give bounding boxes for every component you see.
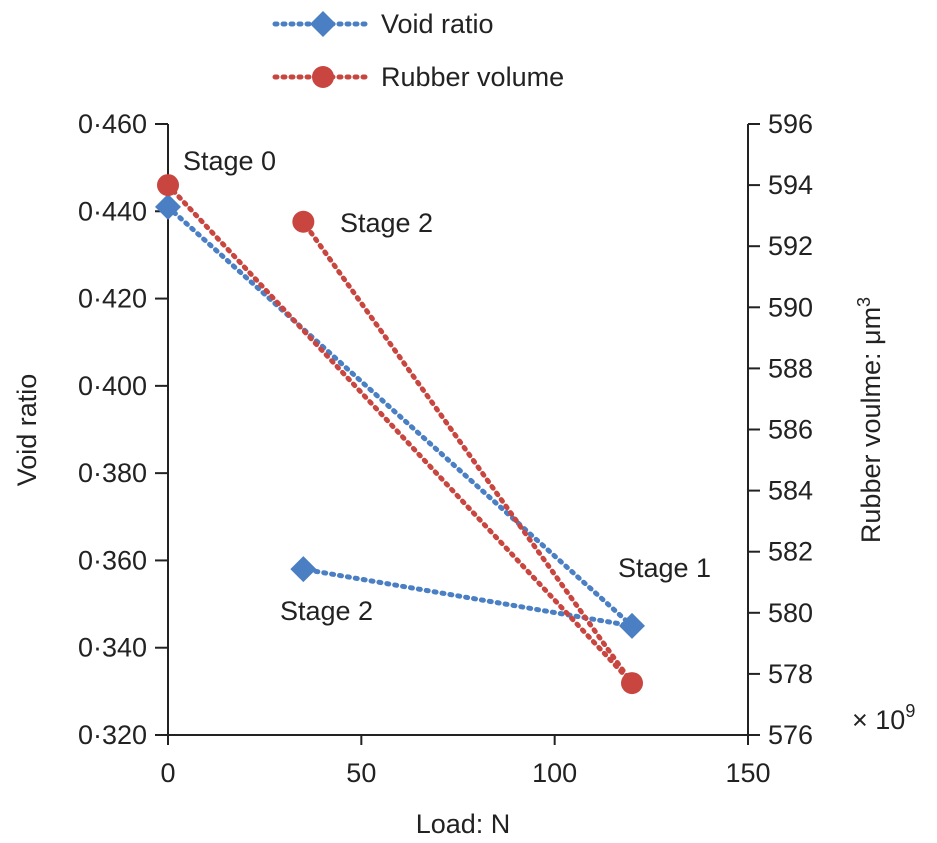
y2-tick-label: 576 xyxy=(768,720,813,750)
legend-entry-rubber-volume: Rubber volume xyxy=(272,62,564,92)
y2-tick-label: 586 xyxy=(768,415,813,445)
y2-axis-multiplier: × 109 xyxy=(852,701,915,735)
legend-label-void-ratio: Void ratio xyxy=(381,9,494,39)
legend: Void ratio Rubber volume xyxy=(272,9,564,92)
y2-axis-title: Rubber voulme: μm3 xyxy=(854,297,886,543)
y2-tick-label: 588 xyxy=(768,353,813,383)
y2-tick-label: 592 xyxy=(768,231,813,261)
data-point-rubber-volume xyxy=(621,672,643,695)
legend-marker-void-ratio xyxy=(310,11,336,37)
y2-axis-title-superscript: 3 xyxy=(854,297,874,307)
data-point-rubber-volume xyxy=(157,174,179,197)
series-line-void-ratio xyxy=(165,204,641,630)
data-point-rubber-volume xyxy=(292,210,315,233)
y-tick-label: 0·340 xyxy=(78,633,147,663)
annotation-stage-2-rubber: Stage 2 xyxy=(340,208,433,238)
annotation-stage-0: Stage 0 xyxy=(183,146,276,176)
y2-axis-title-text: Rubber voulme: μm xyxy=(856,307,886,543)
data-point-void-ratio xyxy=(619,612,645,639)
x-tick-label: 150 xyxy=(725,758,770,788)
x-tick-label: 0 xyxy=(160,758,175,788)
y-tick-label: 0·320 xyxy=(78,720,147,750)
series-lines xyxy=(165,182,641,685)
y2-tick-label: 596 xyxy=(768,109,813,139)
y-tick-label: 0·420 xyxy=(78,284,147,314)
y-tick-label: 0·460 xyxy=(78,109,147,139)
y2-tick-label: 584 xyxy=(768,476,813,506)
y2-tick-label: 578 xyxy=(768,659,813,689)
y2-tick-label: 580 xyxy=(768,598,813,628)
annotation-stage-2-void: Stage 2 xyxy=(280,596,373,626)
y-tick-label: 0·400 xyxy=(78,371,147,401)
y2-tick-label: 590 xyxy=(768,292,813,322)
annotation-stage-1: Stage 1 xyxy=(618,553,711,583)
y-axis-title: Void ratio xyxy=(12,374,42,487)
y2-tick-label: 582 xyxy=(768,537,813,567)
legend-marker-rubber-volume xyxy=(312,66,334,88)
y-tick-label: 0·360 xyxy=(78,545,147,575)
legend-label-rubber-volume: Rubber volume xyxy=(381,62,564,92)
x-tick-label: 50 xyxy=(346,758,376,788)
y2-tick-label: 594 xyxy=(768,170,813,200)
ticks: 0 50 100 150 0·320 0·340 0·360 0·380 0·400 0·420 0… xyxy=(78,109,813,788)
y-tick-label: 0·440 xyxy=(78,196,147,226)
legend-entry-void-ratio: Void ratio xyxy=(272,9,494,39)
series-line-rubber-volume xyxy=(165,182,635,685)
y2-axis-multiplier-exponent: 9 xyxy=(905,701,915,721)
y2-axis-multiplier-text: × 10 xyxy=(852,705,905,735)
x-axis-title: Load: N xyxy=(416,809,511,839)
data-point-void-ratio xyxy=(155,193,181,220)
y-tick-label: 0·380 xyxy=(78,458,147,488)
data-point-void-ratio xyxy=(290,556,317,583)
series-markers xyxy=(155,174,645,695)
x-tick-label: 100 xyxy=(532,758,577,788)
